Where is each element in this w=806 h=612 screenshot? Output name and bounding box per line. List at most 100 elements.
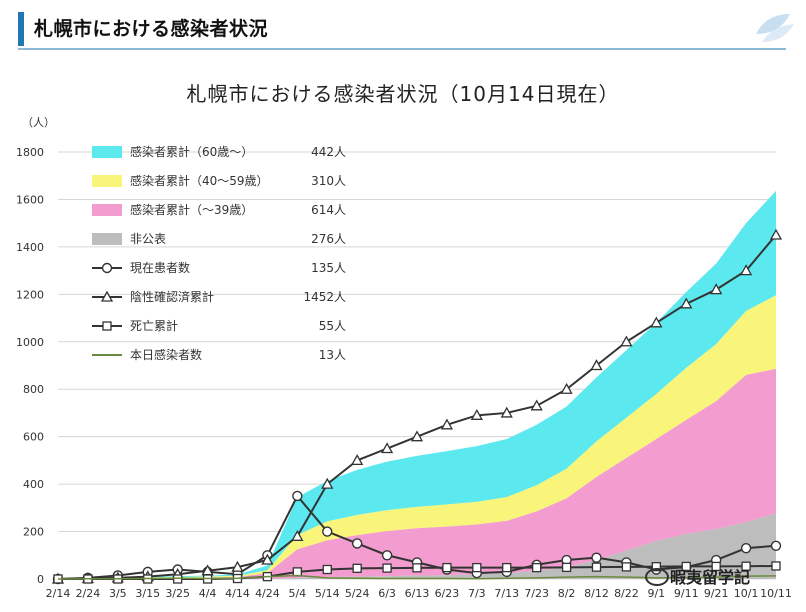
point-deaths bbox=[741, 561, 751, 571]
y-tick-label: 1000 bbox=[16, 336, 44, 349]
point-current-patients bbox=[770, 540, 782, 551]
legend-swatch bbox=[92, 233, 122, 245]
area-under39 bbox=[58, 368, 776, 579]
stacked-areas bbox=[58, 190, 776, 579]
x-tick-label: 8/2 bbox=[558, 587, 576, 600]
legend-marker bbox=[101, 262, 113, 274]
y-tick-label: 400 bbox=[23, 478, 44, 491]
grid-lines bbox=[58, 151, 776, 580]
point-negative-confirmed bbox=[380, 442, 394, 454]
y-axis-ticks: 0 200 400 600 800 1000 1200 1400 1600 1800 bbox=[16, 146, 44, 586]
x-tick-label: 2/24 bbox=[76, 587, 101, 600]
point-negative-confirmed bbox=[410, 430, 424, 442]
x-tick-label: 3/15 bbox=[135, 587, 160, 600]
point-deaths bbox=[292, 567, 302, 577]
x-tick-label: 7/3 bbox=[468, 587, 486, 600]
legend-label: 感染者累計（40～59歳） bbox=[130, 173, 269, 188]
point-current-patients bbox=[591, 552, 602, 563]
point-negative-confirmed bbox=[650, 316, 663, 328]
x-tick-label: 6/23 bbox=[435, 587, 460, 600]
x-tick-label: 5/14 bbox=[315, 587, 340, 600]
x-tick-label: 2/14 bbox=[46, 587, 71, 600]
x-tick-label: 9/21 bbox=[704, 587, 729, 600]
point-negative-confirmed bbox=[261, 553, 274, 565]
legend-label: 非公表 bbox=[130, 232, 166, 246]
point-negative-confirmed bbox=[680, 297, 693, 309]
point-deaths bbox=[502, 562, 512, 573]
legend-count: 13人 bbox=[319, 348, 346, 362]
legend-label: 感染者累計（60歳～） bbox=[130, 144, 253, 159]
legend-count: 276人 bbox=[311, 232, 346, 246]
x-tick-label: 9/1 bbox=[647, 587, 665, 600]
point-deaths bbox=[382, 563, 392, 573]
point-negative-confirmed bbox=[739, 264, 753, 276]
legend-label: 死亡累計 bbox=[130, 318, 178, 333]
y-tick-label: 1400 bbox=[16, 241, 44, 254]
legend-count: 55人 bbox=[319, 319, 346, 333]
x-tick-label: 4/14 bbox=[225, 587, 250, 600]
x-axis-ticks: 2/14 2/24 3/5 3/15 3/25 4/4 4/14 4/24 5/4 5/14 5/2… bbox=[46, 587, 792, 600]
point-deaths bbox=[532, 562, 542, 573]
legend-swatch bbox=[92, 175, 122, 187]
point-negative-confirmed bbox=[470, 408, 483, 420]
point-negative-confirmed bbox=[440, 418, 454, 430]
point-current-patients bbox=[381, 550, 393, 561]
point-negative-confirmed bbox=[560, 382, 573, 394]
legend-count: 442人 bbox=[311, 145, 346, 159]
point-current-patients bbox=[351, 538, 363, 549]
point-deaths bbox=[771, 561, 781, 571]
x-tick-label: 10/11 bbox=[760, 587, 792, 600]
x-tick-label: 4/4 bbox=[199, 587, 217, 600]
point-negative-confirmed bbox=[769, 228, 783, 240]
point-deaths bbox=[621, 562, 632, 572]
point-current-patients bbox=[740, 542, 752, 554]
point-negative-confirmed bbox=[291, 529, 304, 541]
area-age60 bbox=[58, 190, 776, 579]
x-tick-label: 3/5 bbox=[109, 587, 127, 600]
leaf-logo-icon bbox=[756, 14, 794, 42]
chart-title: 札幌市における感染者状況（10月14日現在） bbox=[187, 82, 620, 106]
header-divider bbox=[18, 48, 786, 50]
x-tick-label: 6/13 bbox=[405, 587, 430, 600]
page-header: 札幌市における感染者状況 bbox=[0, 8, 806, 52]
x-tick-label: 8/12 bbox=[584, 587, 609, 600]
point-deaths bbox=[711, 561, 721, 572]
point-deaths bbox=[442, 562, 452, 573]
x-tick-label: 7/13 bbox=[494, 587, 519, 600]
chart: 札幌市における感染者状況（10月14日現在） （人） 0 200 400 600 800… bbox=[16, 82, 792, 600]
point-deaths bbox=[472, 562, 482, 573]
wechat-icon bbox=[645, 568, 669, 586]
x-tick-label: 4/24 bbox=[255, 587, 280, 600]
point-negative-confirmed bbox=[620, 335, 633, 347]
y-tick-label: 0 bbox=[37, 573, 44, 586]
y-tick-label: 800 bbox=[23, 383, 44, 396]
legend-marker bbox=[102, 321, 112, 331]
header-accent-bar bbox=[18, 12, 24, 46]
point-deaths bbox=[412, 563, 422, 573]
legend-swatch bbox=[92, 204, 122, 216]
point-negative-confirmed bbox=[321, 477, 334, 489]
legend-count: 310人 bbox=[311, 174, 346, 188]
y-tick-label: 200 bbox=[23, 526, 44, 539]
point-negative-confirmed bbox=[590, 359, 603, 371]
point-negative-confirmed bbox=[530, 399, 543, 411]
x-tick-label: 3/25 bbox=[165, 587, 190, 600]
y-axis-unit: （人） bbox=[22, 116, 55, 129]
x-tick-label: 6/3 bbox=[378, 587, 396, 600]
legend-count: 614人 bbox=[311, 203, 346, 217]
legend-label: 本日感染者数 bbox=[130, 347, 202, 362]
point-negative-confirmed bbox=[231, 560, 244, 572]
point-deaths bbox=[561, 562, 572, 573]
area-age40_59 bbox=[58, 295, 776, 579]
x-tick-label: 7/23 bbox=[524, 587, 549, 600]
x-tick-label: 8/22 bbox=[614, 587, 639, 600]
x-tick-label: 10/1 bbox=[734, 587, 759, 600]
legend-label: 現在患者数 bbox=[130, 260, 190, 275]
point-negative-confirmed bbox=[500, 406, 513, 418]
point-deaths bbox=[322, 564, 332, 575]
legend-swatch bbox=[92, 146, 122, 158]
x-tick-label: 5/24 bbox=[345, 587, 370, 600]
legend-label: 陰性確認済累計 bbox=[130, 289, 214, 304]
point-deaths bbox=[681, 561, 691, 572]
